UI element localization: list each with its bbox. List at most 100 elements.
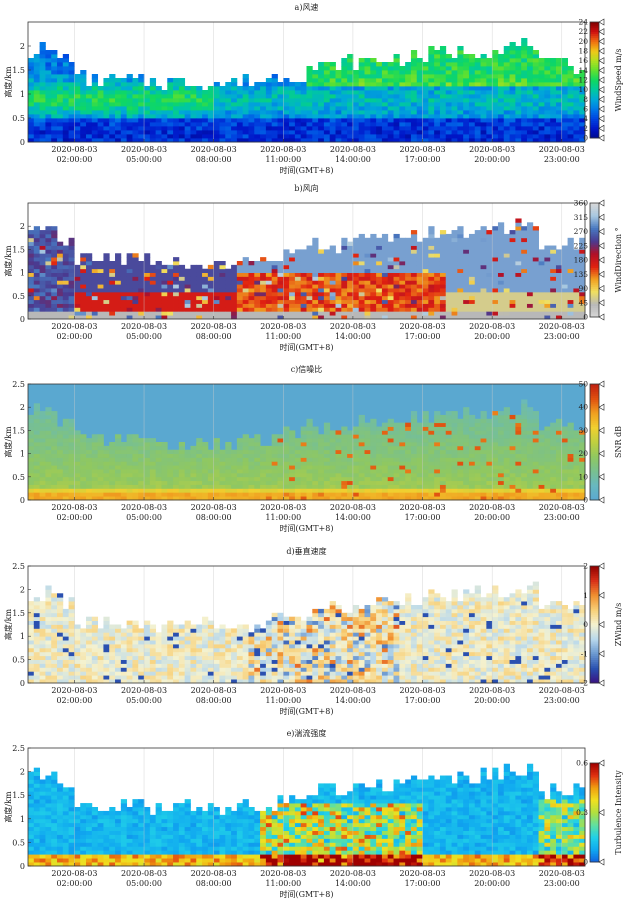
heatmap-cell [480, 118, 487, 123]
heatmap-cell [86, 484, 93, 489]
heatmap-cell [39, 449, 46, 454]
heatmap-cell [573, 272, 580, 277]
heatmap-cell [86, 253, 93, 258]
heatmap-cell [68, 114, 75, 119]
heatmap-cell [381, 122, 389, 127]
heatmap-cell [410, 90, 418, 95]
heatmap-cell [51, 134, 58, 139]
heatmap-cell [155, 484, 162, 489]
colorbar-swatch [590, 52, 599, 56]
heatmap-cell [231, 106, 238, 111]
heatmap-cell [480, 86, 487, 91]
heatmap-cell [370, 284, 377, 289]
heatmap-cell [579, 237, 586, 243]
heatmap-cell [109, 122, 116, 127]
heatmap-cell [28, 264, 35, 270]
heatmap-cell [45, 94, 52, 99]
heatmap-cell [219, 94, 226, 99]
heatmap-cell [318, 442, 325, 447]
heatmap-cell [393, 295, 400, 301]
heatmap-cell [283, 453, 290, 458]
heatmap-cell [347, 438, 354, 443]
heatmap-cell [167, 480, 174, 485]
heatmap-cell [225, 484, 232, 489]
heatmap-cell [260, 445, 267, 451]
heatmap-cell [468, 307, 476, 312]
heatmap-cell [312, 445, 319, 451]
heatmap-cell [451, 110, 458, 115]
heatmap-cell [468, 58, 476, 63]
heatmap-cell [277, 122, 284, 127]
heatmap-cell [242, 469, 249, 474]
heatmap-cell [503, 90, 510, 95]
heatmap-cell [573, 291, 580, 297]
heatmap-cell [573, 249, 580, 254]
heatmap-cell [538, 98, 545, 103]
heatmap-cell [410, 118, 418, 123]
heatmap-cell [161, 488, 168, 493]
heatmap-cell [184, 98, 191, 103]
heatmap-cell [503, 307, 510, 312]
heatmap-cell [526, 249, 534, 254]
heatmap-cell [312, 291, 319, 297]
heatmap-cell [33, 74, 40, 79]
heatmap-cell [68, 82, 75, 87]
heatmap-cell [497, 222, 505, 227]
heatmap-cell [492, 237, 499, 243]
heatmap-cell [260, 472, 267, 478]
heatmap-cell [144, 94, 151, 99]
heatmap-cell [254, 445, 261, 451]
colorbar-swatch [590, 296, 599, 299]
heatmap-cell [207, 484, 215, 489]
heatmap-cell [132, 261, 139, 266]
heatmap-cell [428, 82, 435, 87]
colorbar-tick-label: 225 [574, 241, 589, 250]
heatmap-cell [57, 484, 64, 489]
heatmap-cell [155, 476, 162, 482]
heatmap-cell [515, 284, 522, 289]
heatmap-cell [387, 299, 394, 304]
heatmap-cell [202, 138, 209, 143]
heatmap-cell [33, 82, 40, 87]
heatmap-cell [347, 253, 354, 258]
heatmap-cell [39, 233, 46, 239]
heatmap-cell [45, 288, 52, 293]
heatmap-cell [74, 138, 81, 143]
heatmap-cell [329, 268, 336, 273]
heatmap-cell [196, 276, 203, 281]
heatmap-cell [248, 484, 255, 489]
colorbar-swatch [590, 56, 599, 60]
heatmap-cell [190, 276, 197, 281]
heatmap-cell [416, 114, 423, 119]
heatmap-cell [80, 280, 87, 285]
heatmap-cell [294, 303, 302, 308]
heatmap-cell [352, 295, 360, 301]
heatmap-cell [126, 264, 133, 270]
heatmap-cell [248, 138, 255, 143]
heatmap-cell [486, 295, 493, 301]
heatmap-cell [538, 86, 545, 91]
heatmap-cell [434, 284, 441, 289]
heatmap-cell [155, 442, 162, 447]
heatmap-cell [120, 268, 128, 273]
heatmap-cell [120, 280, 128, 285]
heatmap-cell [109, 130, 116, 135]
heatmap-cell [132, 484, 139, 489]
heatmap-cell [376, 118, 383, 123]
heatmap-cell [62, 94, 70, 99]
heatmap-cell [33, 492, 40, 497]
heatmap-cell [120, 114, 128, 119]
heatmap-cell [62, 122, 70, 127]
heatmap-cell [381, 130, 389, 135]
heatmap-cell [167, 492, 174, 497]
heatmap-cell [28, 82, 35, 87]
heatmap-cell [28, 288, 35, 293]
heatmap-cell [294, 449, 302, 454]
heatmap-cell [364, 280, 371, 285]
heatmap-cell [555, 118, 563, 123]
heatmap-cell [323, 280, 331, 285]
heatmap-cell [468, 130, 476, 135]
heatmap-cell [115, 272, 122, 277]
heatmap-cell [144, 276, 151, 281]
heatmap-cell [207, 106, 215, 111]
